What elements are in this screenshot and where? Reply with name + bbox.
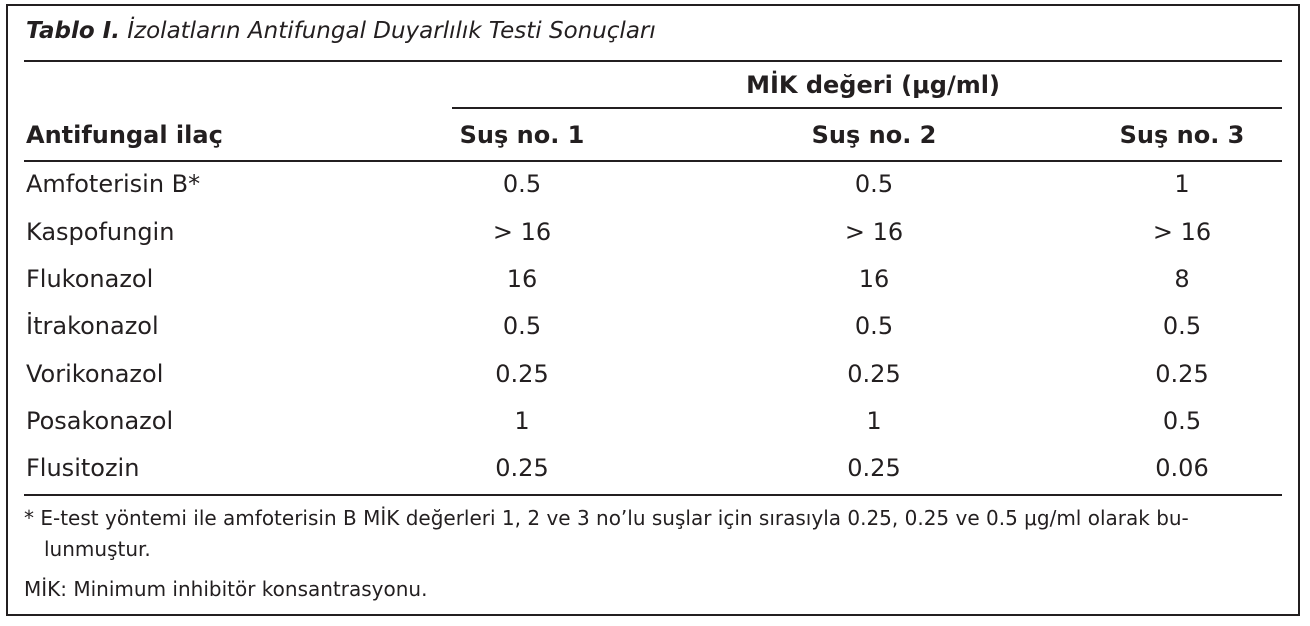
mic-strain-1: 0.5 — [502, 312, 542, 340]
drug-name: Flusitozin — [26, 454, 140, 482]
mic-strain-2: 0.25 — [847, 454, 901, 482]
bottom-rule — [24, 494, 1282, 496]
table-caption: Tablo I. İzolatların Antifungal Duyarlıl… — [26, 18, 656, 44]
mic-strain-3: 0.5 — [1162, 407, 1202, 435]
drug-name: Vorikonazol — [26, 360, 164, 388]
mic-strain-1: > 16 — [492, 218, 552, 246]
drug-name: Kaspofungin — [26, 218, 175, 246]
mic-strain-3: 0.06 — [1155, 454, 1209, 482]
mic-strain-3: > 16 — [1152, 218, 1212, 246]
mic-strain-1: 0.25 — [495, 454, 549, 482]
mic-strain-2: 0.25 — [847, 360, 901, 388]
drug-name: Posakonazol — [26, 407, 174, 435]
mic-strain-1: 16 — [506, 265, 538, 293]
col-header-drug: Antifungal ilaç — [26, 121, 223, 149]
mic-strain-1: 0.5 — [502, 170, 542, 198]
mic-strain-3: 8 — [1174, 265, 1190, 293]
mic-strain-2: > 16 — [844, 218, 904, 246]
caption-label: Tablo I. — [26, 18, 120, 44]
mic-strain-2: 16 — [858, 265, 890, 293]
header-rule — [24, 160, 1282, 162]
mic-strain-1: 1 — [514, 407, 530, 435]
mic-strain-2: 0.5 — [854, 170, 894, 198]
mic-strain-1: 0.25 — [495, 360, 549, 388]
caption-title: İzolatların Antifungal Duyarlılık Testi … — [127, 18, 656, 44]
footnote-abbreviation: MİK: Minimum inhibitör konsantrasyonu. — [24, 577, 428, 601]
col-header-strain-2: Suş no. 2 — [811, 121, 937, 149]
group-rule — [452, 107, 1282, 109]
top-rule — [24, 60, 1282, 62]
mic-strain-3: 0.5 — [1162, 312, 1202, 340]
footnote-asterisk-cont: lunmuştur. — [44, 537, 151, 561]
group-header: MİK değeri (μg/ml) — [746, 71, 1000, 99]
mic-strain-2: 0.5 — [854, 312, 894, 340]
col-header-strain-1: Suş no. 1 — [459, 121, 585, 149]
mic-strain-3: 0.25 — [1155, 360, 1209, 388]
mic-strain-3: 1 — [1174, 170, 1190, 198]
footnote-asterisk: * E-test yöntemi ile amfoterisin B MİK d… — [24, 506, 1189, 530]
col-header-strain-3: Suş no. 3 — [1119, 121, 1245, 149]
drug-name: Flukonazol — [26, 265, 154, 293]
mic-strain-2: 1 — [866, 407, 882, 435]
table-frame: Tablo I. İzolatların Antifungal Duyarlıl… — [6, 4, 1300, 616]
drug-name: İtrakonazol — [26, 312, 159, 340]
drug-name: Amfoterisin B* — [26, 170, 201, 198]
